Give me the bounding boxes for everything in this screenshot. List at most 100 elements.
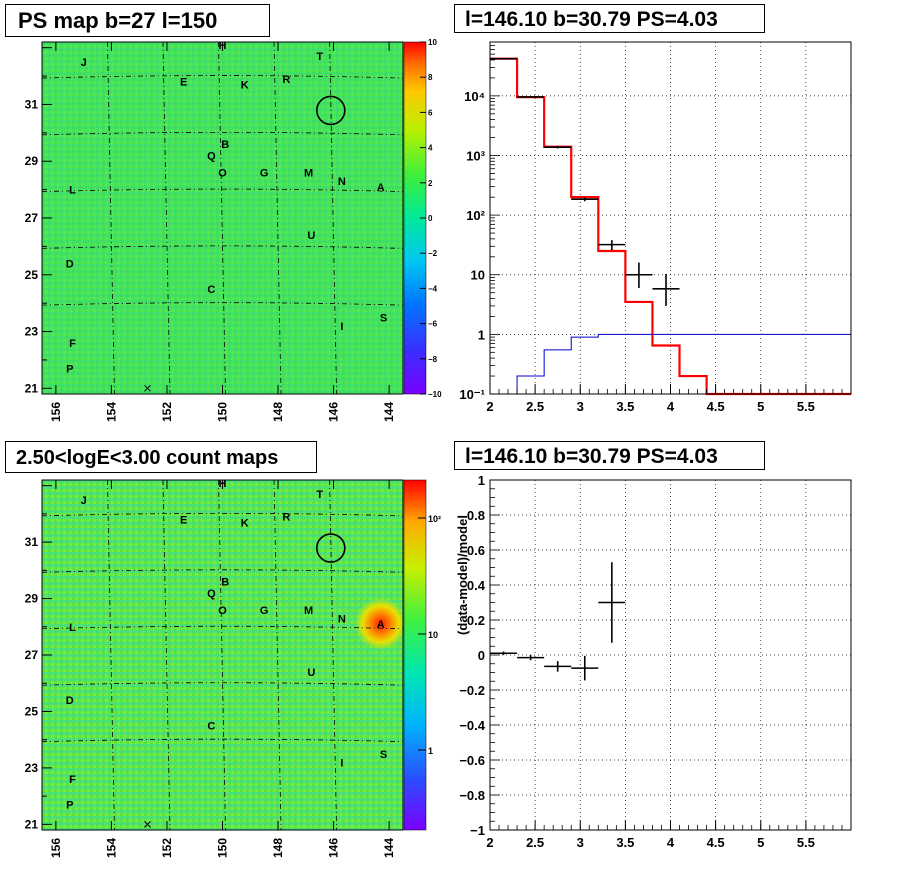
y-tick-label: −0.6 bbox=[459, 753, 485, 768]
residual-data-points bbox=[490, 562, 626, 681]
source-label: Q bbox=[207, 151, 216, 163]
source-label: B bbox=[221, 139, 229, 151]
x-tick-label: 154 bbox=[104, 838, 118, 858]
source-label: R bbox=[282, 74, 290, 86]
x-tick-label: 144 bbox=[382, 838, 396, 858]
x-tick-label: 4.5 bbox=[707, 835, 725, 850]
graticule-meridian bbox=[162, 479, 171, 831]
ps-map-image bbox=[42, 42, 403, 394]
source-label: S bbox=[380, 749, 387, 761]
colorbar-tick-label: −4 bbox=[428, 284, 438, 293]
colorbar-tick-label: −6 bbox=[428, 320, 438, 329]
graticule-parallel bbox=[41, 512, 404, 517]
source-label: R bbox=[282, 512, 290, 524]
ps-map-title: PS map b=27 l=150 bbox=[5, 4, 270, 37]
source-label: N bbox=[338, 613, 346, 625]
x-tick-label: 150 bbox=[216, 402, 230, 422]
source-label: U bbox=[307, 230, 315, 242]
source-label: P bbox=[66, 800, 73, 812]
source-label: C bbox=[207, 284, 215, 296]
spectrum-axes: 2 2.5 3 3.5 4 4.5 5 5.5 10⁻¹ 1 10 10² 10³ 10⁴ bbox=[459, 41, 852, 414]
graticule-meridian bbox=[162, 41, 171, 395]
graticule-parallel bbox=[41, 682, 404, 686]
x-tick-label: 146 bbox=[327, 838, 341, 858]
colorbar-tick-label: 10 bbox=[428, 38, 437, 47]
source-label: G bbox=[260, 168, 269, 180]
source-label: L bbox=[69, 622, 76, 634]
y-tick-label: 29 bbox=[25, 154, 39, 168]
graticule-parallel bbox=[41, 75, 404, 79]
source-label: J bbox=[81, 57, 87, 69]
graticule-meridian bbox=[218, 41, 226, 395]
graticule-parallel bbox=[41, 625, 404, 630]
count-map-title: 2.50<logE<3.00 count maps bbox=[5, 441, 317, 473]
graticule-meridian bbox=[329, 41, 337, 395]
x-tick-label: 150 bbox=[216, 838, 230, 858]
source-label: T bbox=[316, 51, 323, 63]
y-tick-label: 21 bbox=[25, 381, 39, 395]
y-tick-label: 0.8 bbox=[467, 508, 485, 523]
colorbar-tick-label: 4 bbox=[428, 144, 433, 153]
ps-map-source-labels: HJTEKRBQOGMNALUDCISFP bbox=[66, 40, 387, 376]
colorbar-tick-label: 2 bbox=[428, 179, 433, 188]
y-tick-label: 31 bbox=[25, 535, 39, 549]
bright-source-blob bbox=[354, 597, 407, 650]
x-tick-label: 156 bbox=[49, 402, 63, 422]
y-tick-label: 0 bbox=[478, 648, 485, 663]
source-label: A bbox=[377, 619, 385, 631]
count-map-axes: 156 154 152 150 148 146 144 31 29 27 25 23 21 bbox=[25, 480, 396, 858]
graticule-meridian bbox=[273, 479, 282, 831]
graticule-parallel bbox=[41, 302, 404, 306]
source-label: D bbox=[66, 258, 74, 270]
source-label: M bbox=[304, 168, 313, 180]
y-tick-label: 31 bbox=[25, 97, 39, 111]
y-tick-label: 27 bbox=[25, 648, 39, 662]
source-label: S bbox=[380, 312, 387, 324]
y-tick-label: 10⁴ bbox=[464, 89, 485, 104]
x-tick-label: 148 bbox=[271, 838, 285, 858]
x-tick-label: 3 bbox=[577, 835, 584, 850]
x-tick-label: 154 bbox=[104, 402, 118, 422]
residual-panel: 2 2.5 3 3.5 4 4.5 5 5.5 1 0.8 0.6 0.4 0.2 0 −0.2 −0.4 −0… bbox=[455, 473, 852, 850]
y-tick-label: 10² bbox=[466, 208, 485, 223]
source-label: M bbox=[304, 605, 313, 617]
y-tick-label: 0.4 bbox=[467, 578, 486, 593]
graticule-meridian bbox=[273, 41, 282, 395]
graticule-meridian bbox=[329, 479, 337, 831]
spectrum-data-points bbox=[490, 57, 680, 306]
x-tick-label: 156 bbox=[49, 838, 63, 858]
source-label: P bbox=[66, 363, 73, 375]
source-label: N bbox=[338, 176, 346, 188]
x-tick-label: 5.5 bbox=[797, 835, 815, 850]
ps-map-axes: 156 154 152 150 148 146 144 31 29 27 25 23 21 bbox=[25, 42, 396, 422]
graticule-meridian bbox=[218, 479, 226, 831]
residual-y-axis-label: (data-model)/model bbox=[455, 515, 470, 635]
count-map-colorbar-ticks: 10² 10 1 bbox=[418, 514, 441, 756]
y-tick-label: 10 bbox=[471, 268, 485, 283]
y-tick-label: 1 bbox=[478, 473, 485, 488]
y-tick-label: −1 bbox=[470, 823, 485, 838]
count-map-graticule bbox=[41, 479, 404, 831]
background-histogram bbox=[490, 333, 851, 395]
y-tick-label: −0.4 bbox=[459, 718, 485, 733]
source-label: Q bbox=[207, 588, 216, 600]
x-tick-label: 152 bbox=[160, 402, 174, 422]
source-label: T bbox=[316, 489, 323, 501]
source-label: O bbox=[218, 168, 227, 180]
x-tick-label: 3.5 bbox=[616, 835, 634, 850]
cross-marker bbox=[144, 384, 151, 392]
x-tick-label: 3 bbox=[577, 399, 584, 414]
y-tick-label: 29 bbox=[25, 592, 39, 606]
graticule-parallel bbox=[41, 738, 404, 743]
y-tick-label: 10³ bbox=[466, 148, 485, 163]
spectrum-title: l=146.10 b=30.79 PS=4.03 bbox=[454, 4, 765, 33]
source-label: L bbox=[69, 185, 76, 197]
y-tick-label: 1 bbox=[478, 327, 485, 342]
colorbar-tick-label: 0 bbox=[428, 214, 433, 223]
x-tick-label: 2 bbox=[486, 399, 493, 414]
source-label: K bbox=[241, 517, 249, 529]
source-label: A bbox=[377, 182, 385, 194]
x-tick-label: 2.5 bbox=[526, 399, 544, 414]
graticule-parallel bbox=[41, 131, 404, 136]
graticule-meridian bbox=[107, 41, 115, 395]
